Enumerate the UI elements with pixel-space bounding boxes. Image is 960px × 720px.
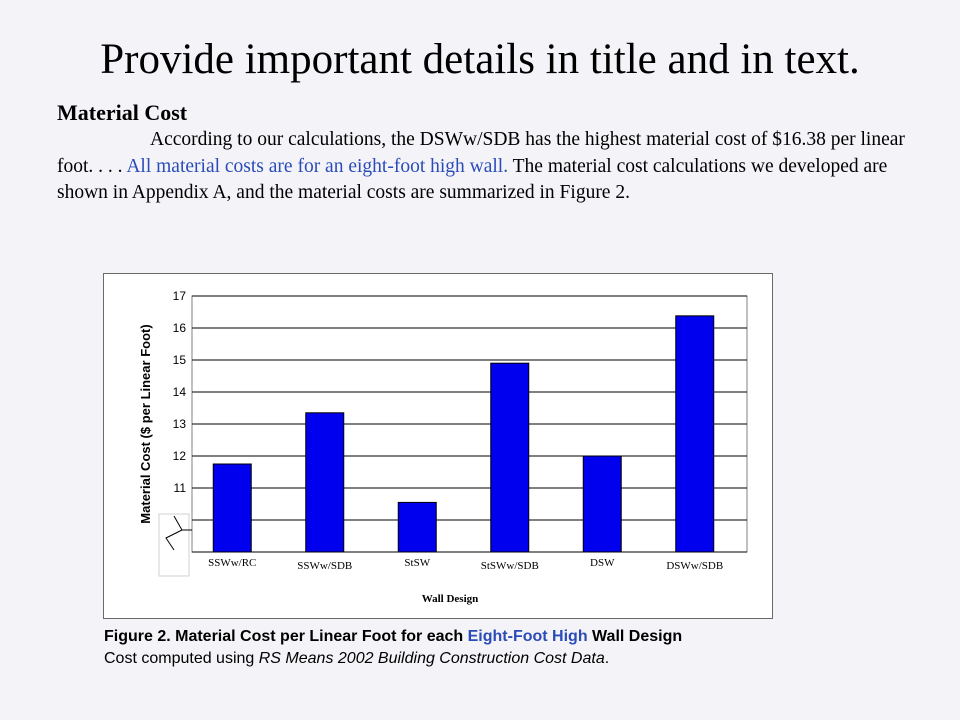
x-category-label: StSW xyxy=(404,557,430,569)
paragraph-text-1: According to our calculations, the DSWw/… xyxy=(57,129,905,177)
section-heading: Material Cost xyxy=(57,100,188,125)
y-tick-label: 12 xyxy=(173,449,187,463)
bar xyxy=(212,463,252,553)
caption-note-suffix: . xyxy=(604,650,610,667)
bar xyxy=(397,501,437,553)
y-tick-label: 16 xyxy=(173,321,187,335)
bar xyxy=(675,315,715,553)
body-paragraph: According to our calculations, the DSWw/… xyxy=(57,127,907,207)
caption-title-suffix: Wall Design xyxy=(587,628,683,645)
axis-break-box xyxy=(158,513,190,577)
x-category-label: SSWw/SDB xyxy=(297,560,352,572)
caption-note: Cost computed using RS Means 2002 Buildi… xyxy=(104,648,682,670)
x-axis-label: Wall Design xyxy=(422,593,479,605)
bar xyxy=(305,412,345,553)
bar xyxy=(490,362,530,553)
x-category-label: SSWw/RC xyxy=(208,557,256,569)
y-axis-label: Material Cost ($ per Linear Foot) xyxy=(138,324,153,523)
caption-title: Figure 2. Material Cost per Linear Foot … xyxy=(104,626,682,648)
x-category-label: DSW xyxy=(590,557,615,569)
y-tick-label: 17 xyxy=(173,289,187,303)
axis-break-marker xyxy=(165,515,183,551)
figure-caption: Figure 2. Material Cost per Linear Foot … xyxy=(104,626,682,670)
slide-title: Provide important details in title and i… xyxy=(100,36,860,83)
figure-chart: 10111213141516170SSWw/RCSSWw/SDBStSWStSW… xyxy=(103,273,773,619)
paragraph-highlight: All material costs are for an eight-foot… xyxy=(126,155,509,177)
caption-title-prefix: Figure 2. Material Cost per Linear Foot … xyxy=(104,628,468,645)
paragraph-text-2: The material cost calculations we develo… xyxy=(57,155,888,204)
x-category-label: StSWw/SDB xyxy=(481,560,539,572)
caption-note-source: RS Means 2002 Building Construction Cost… xyxy=(258,650,605,667)
x-category-label: DSWw/SDB xyxy=(666,560,723,572)
y-tick-label: 15 xyxy=(173,353,187,367)
bar xyxy=(582,455,622,553)
y-tick-label: 13 xyxy=(173,417,187,431)
caption-title-highlight: Eight-Foot High xyxy=(467,628,588,645)
y-tick-label: 14 xyxy=(173,385,187,399)
caption-note-prefix: Cost computed using xyxy=(104,650,259,667)
bar-chart: 10111213141516170SSWw/RCSSWw/SDBStSWStSW… xyxy=(138,289,748,605)
y-tick-label: 11 xyxy=(174,481,187,495)
